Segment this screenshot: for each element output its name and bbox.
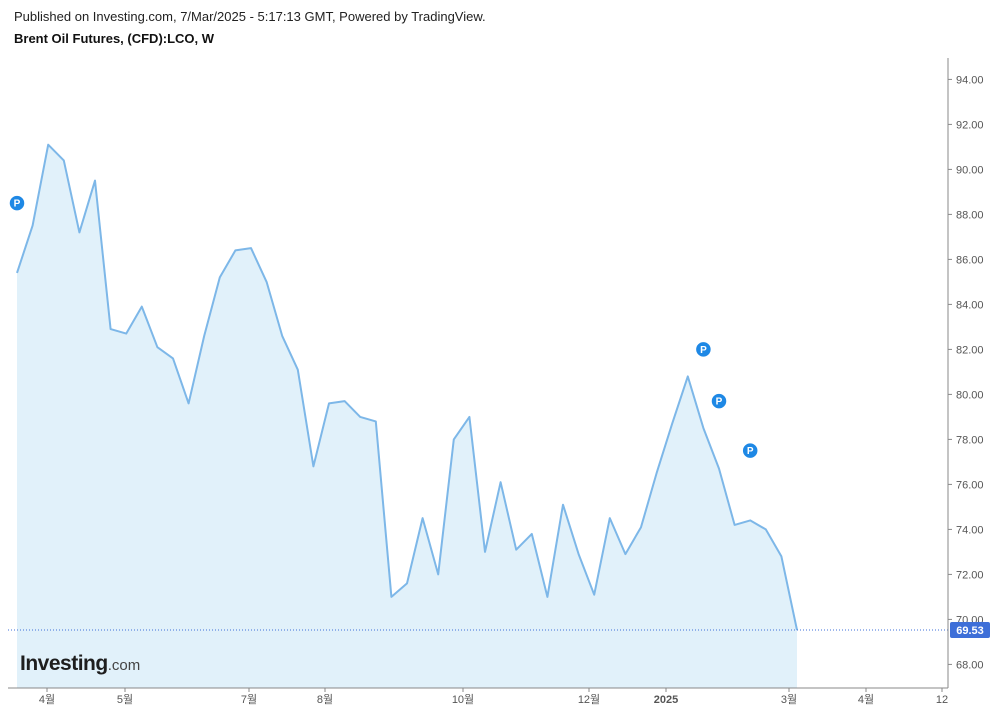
marker-circle — [8, 194, 26, 212]
y-tick-label: 92.00 — [956, 119, 984, 131]
y-tick-label: 84.00 — [956, 299, 984, 311]
x-tick-label: 12월 — [578, 693, 600, 706]
y-axis-ticks: 68.0070.0072.0074.0076.0078.0080.0082.00… — [948, 74, 984, 671]
chart-title: Brent Oil Futures, (CFD):LCO, W — [14, 31, 215, 46]
x-tick-label: 7월 — [241, 693, 257, 706]
x-tick-label: 8월 — [317, 693, 333, 706]
marker-label: P — [700, 345, 707, 356]
y-tick-label: 76.00 — [956, 479, 984, 491]
y-tick-label: 82.00 — [956, 344, 984, 356]
chart-header: Published on Investing.com, 7/Mar/2025 -… — [14, 8, 486, 48]
last-price-label: 69.53 — [956, 625, 984, 637]
marker-label: P — [14, 199, 21, 210]
investing-logo: Investing.com — [20, 652, 140, 676]
x-axis-ticks: 4월 5월 7월 8월 10월 12월 2025 3월 4월 12 — [39, 688, 948, 706]
marker-circle — [694, 340, 713, 359]
marker-label: P — [716, 397, 723, 408]
price-area-fill — [17, 144, 797, 688]
x-tick-label: 12 — [936, 694, 948, 706]
published-note: Published on Investing.com, 7/Mar/2025 -… — [14, 9, 486, 24]
dividend-marker[interactable]: P — [741, 441, 759, 460]
x-tick-label: 4월 — [39, 693, 55, 706]
x-tick-label: 4월 — [858, 693, 874, 706]
last-price-badge — [950, 621, 990, 638]
y-tick-label: 94.00 — [956, 74, 984, 86]
logo-brand: Investing — [20, 652, 108, 675]
y-tick-label: 90.00 — [956, 164, 984, 176]
marker-layer: P P P P — [8, 194, 759, 460]
x-tick-label: 2025 — [654, 694, 678, 706]
dividend-marker[interactable]: P — [8, 194, 26, 212]
x-tick-label: 3월 — [781, 693, 797, 706]
y-tick-label: 80.00 — [956, 389, 984, 401]
marker-circle — [710, 392, 728, 410]
y-tick-label: 68.00 — [956, 659, 984, 671]
last-price-label-group: 69.53 — [950, 621, 990, 638]
dividend-marker[interactable]: P — [694, 340, 713, 359]
marker-circle — [741, 441, 759, 460]
x-tick-label: 5월 — [117, 693, 133, 706]
dividend-marker[interactable]: P — [710, 392, 728, 410]
y-tick-label: 74.00 — [956, 524, 984, 536]
marker-label: P — [747, 446, 754, 457]
y-tick-label: 72.00 — [956, 569, 984, 581]
logo-suffix: .com — [107, 657, 141, 674]
price-line — [16, 143, 798, 631]
x-tick-label: 10월 — [452, 693, 474, 706]
y-tick-label: 86.00 — [956, 254, 984, 266]
y-tick-label: 78.00 — [956, 434, 984, 446]
y-tick-label: 88.00 — [956, 209, 984, 221]
